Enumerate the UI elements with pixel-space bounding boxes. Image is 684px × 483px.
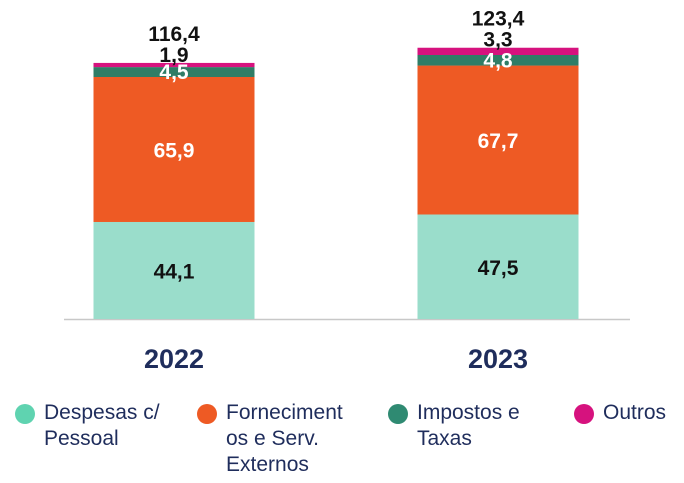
bar-segment-2023-2 [417,65,579,215]
data-label-2023-3: 4,8 [483,49,513,72]
legend-item-fornecimentos: Forneciment os e Serv. Externos [197,400,343,478]
data-label-2023-4: 3,3 [483,29,512,52]
bar-segment-2022-3 [93,67,255,77]
legend-swatch [388,404,408,424]
data-label-2023-1: 47,5 [478,257,519,280]
category-label-2023: 2023 [468,344,528,374]
category-label-2022: 2022 [144,344,204,374]
legend-swatch [15,404,35,424]
legend-label: Impostos e Taxas [417,401,520,450]
legend-swatch [197,404,217,424]
legend-item-impostos-taxas: Impostos e Taxas [388,400,520,452]
bar-segment-2022-1 [93,221,255,319]
legend-label: Forneciment os e Serv. Externos [226,401,343,476]
data-label-2022-4: 1,9 [159,44,188,67]
total-label-2022: 116,4 [148,23,200,46]
bar-segment-2022-2 [93,77,255,222]
data-label-2022-1: 44,1 [154,260,195,283]
data-label-2022-2: 65,9 [154,139,195,162]
data-label-2022-3: 4,5 [159,61,189,84]
bar-segment-2023-3 [417,55,579,66]
legend-label: Despesas c/Pessoal [44,401,160,450]
total-label-2023: 123,4 [472,8,525,31]
legend-item-outros: Outros [574,400,666,426]
legend-item-despesas-pessoal: Despesas c/Pessoal [15,400,160,452]
legend-swatch [574,404,594,424]
bar-segment-2022-4 [93,62,255,68]
data-label-2023-2: 67,7 [478,130,519,153]
bar-segment-2023-1 [417,214,579,319]
bar-segment-2023-4 [417,47,579,55]
legend-label: Outros [603,401,667,424]
